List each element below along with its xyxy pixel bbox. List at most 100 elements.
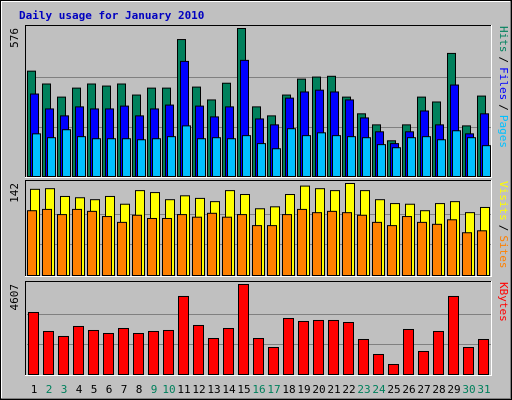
y-tick-label: 576 <box>8 28 21 48</box>
x-tick-label: 23 <box>357 383 370 396</box>
legend-entry: KBytes <box>497 282 510 322</box>
bar <box>362 137 371 177</box>
x-tick-label: 2 <box>46 383 53 396</box>
x-tick-label: 4 <box>76 383 83 396</box>
bar <box>47 137 56 177</box>
bar <box>272 148 281 177</box>
bar <box>467 137 476 177</box>
bar <box>192 216 202 276</box>
bar <box>118 327 129 376</box>
bar <box>152 138 161 178</box>
x-tick-label: 21 <box>327 383 340 396</box>
bar <box>392 147 401 178</box>
x-tick-label: 26 <box>402 383 415 396</box>
bar <box>403 328 414 376</box>
bar <box>77 136 86 178</box>
bar <box>163 329 174 375</box>
bar <box>137 139 146 177</box>
x-tick-label: 20 <box>312 383 325 396</box>
bar <box>177 214 187 276</box>
bar <box>418 350 429 375</box>
x-tick-label: 14 <box>222 383 236 396</box>
legend-separator: / <box>497 104 510 111</box>
y-tick-label: 4607 <box>8 284 21 311</box>
y-tick-label: 142 <box>8 183 21 203</box>
bar <box>73 325 84 376</box>
bar <box>102 216 112 276</box>
x-tick-label: 28 <box>432 383 445 396</box>
x-tick-label: 3 <box>61 383 68 396</box>
legend-entry: Files <box>497 67 510 100</box>
bar <box>327 210 337 277</box>
x-tick-label: 15 <box>237 383 250 396</box>
x-tick-label: 24 <box>372 383 386 396</box>
bar <box>72 208 82 277</box>
bar <box>222 216 232 276</box>
bar <box>42 208 52 277</box>
bar <box>447 219 457 277</box>
legend-separator: / <box>497 225 510 232</box>
bar <box>477 230 487 276</box>
bar <box>208 337 219 375</box>
bar <box>238 284 249 375</box>
bar <box>402 216 412 276</box>
bar <box>388 363 399 376</box>
bar <box>58 335 69 376</box>
bar <box>407 137 416 177</box>
bar <box>28 311 39 375</box>
bar <box>27 210 37 277</box>
bar <box>357 214 367 276</box>
bar <box>193 324 204 375</box>
bar <box>317 132 326 177</box>
bar <box>373 353 384 376</box>
x-tick-label: 5 <box>91 383 98 396</box>
bar <box>43 330 54 375</box>
bar <box>267 225 277 276</box>
bar <box>57 214 67 276</box>
bar <box>178 295 189 375</box>
bar <box>182 125 191 177</box>
x-tick-label: 22 <box>342 383 355 396</box>
bar <box>87 210 97 277</box>
bar <box>122 138 131 178</box>
bar <box>32 133 41 178</box>
x-tick-label: 16 <box>252 383 265 396</box>
bar <box>227 138 236 178</box>
legend-entry: Hits <box>497 26 510 53</box>
x-tick-label: 25 <box>387 383 400 396</box>
x-tick-label: 7 <box>121 383 128 396</box>
bar <box>253 337 264 375</box>
bar <box>417 221 427 277</box>
bar <box>377 144 386 177</box>
bar <box>223 327 234 376</box>
bar <box>162 217 172 276</box>
bar <box>117 221 127 277</box>
bar <box>132 214 142 276</box>
bar <box>62 129 71 178</box>
x-tick-label: 9 <box>151 383 158 396</box>
bar <box>287 128 296 177</box>
bar <box>167 136 176 178</box>
bar <box>252 225 262 276</box>
bar <box>283 317 294 376</box>
bar <box>422 136 431 178</box>
bar <box>88 329 99 375</box>
bar <box>478 338 489 375</box>
x-tick-label: 17 <box>267 383 280 396</box>
bar <box>433 330 444 375</box>
bar <box>148 330 159 375</box>
x-tick-label: 6 <box>106 383 113 396</box>
legend-entry: Sites <box>497 235 510 268</box>
bar <box>387 225 397 276</box>
bar <box>197 138 206 178</box>
bar <box>452 130 461 177</box>
legend-entry: Pages <box>497 115 510 148</box>
bar <box>313 319 324 376</box>
x-tick-label: 30 <box>462 383 475 396</box>
bar <box>297 208 307 277</box>
x-tick-label: 8 <box>136 383 143 396</box>
bar <box>302 135 311 177</box>
bar <box>103 332 114 375</box>
x-tick-label: 10 <box>162 383 175 396</box>
